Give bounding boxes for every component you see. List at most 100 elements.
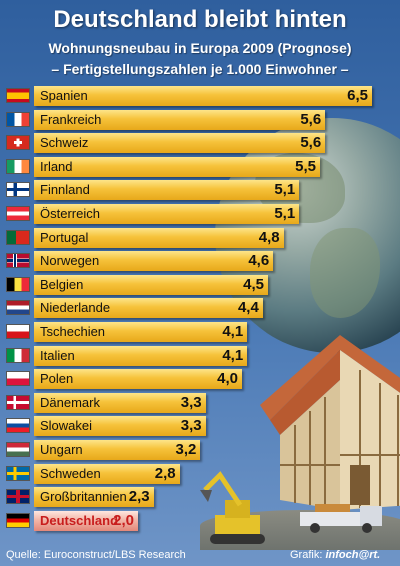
- flag-hungary-icon: [6, 442, 30, 457]
- bar-row: Belgien 4,5: [6, 274, 366, 295]
- value-label: 4,0: [217, 370, 238, 388]
- flag-norway-icon: [6, 253, 30, 269]
- flag-austria-icon: [6, 206, 30, 221]
- bar: [34, 274, 268, 295]
- bar: [34, 180, 300, 201]
- bar-row: Schweiz 5,6: [6, 133, 366, 154]
- bar: [34, 86, 372, 106]
- category-label: Großbritannien: [40, 489, 127, 505]
- category-label: Slowakei: [40, 418, 93, 434]
- value-label: 3,2: [175, 441, 197, 458]
- bar: [34, 440, 201, 460]
- value-label: 3,3: [180, 393, 202, 411]
- bar: [34, 204, 300, 224]
- bar-row: Dänemark 3,3: [6, 392, 366, 413]
- bar: [34, 392, 206, 413]
- chart-unit-subtitle: – Fertigstellungszahlen je 1.000 Einwohn…: [51, 61, 349, 77]
- value-label: 2,8: [154, 464, 176, 482]
- bar: [34, 510, 138, 531]
- bar: [34, 156, 320, 177]
- value-label: 2,3: [128, 488, 150, 506]
- bar-row: Frankreich 5,6: [6, 109, 366, 130]
- category-label: Finnland: [40, 182, 90, 198]
- value-label: 4,6: [248, 252, 270, 270]
- flag-denmark-icon: [6, 394, 30, 410]
- bar-row: Österreich 5,1: [6, 204, 366, 224]
- bar: [34, 227, 284, 248]
- value-label: 4,5: [243, 275, 264, 293]
- value-label: 5,1: [274, 205, 296, 222]
- bar: [34, 109, 326, 130]
- flag-spain-icon: [6, 88, 30, 103]
- flag-finland-icon: [6, 182, 30, 198]
- bar-row: Polen 4,0: [6, 369, 366, 390]
- category-label: Polen: [40, 371, 74, 387]
- value-label: 4,1: [222, 323, 244, 340]
- value-label: 4,8: [258, 228, 280, 246]
- chart-subtitle: Wohnungsneubau in Europa 2009 (Prognose): [48, 40, 352, 56]
- flag-uk-icon: [6, 489, 30, 505]
- category-label: Irland: [40, 158, 73, 174]
- flag-ireland-icon: [6, 158, 30, 174]
- bar-row: Irland 5,5: [6, 156, 366, 177]
- category-label: Portugal: [40, 229, 89, 245]
- bar: [34, 298, 263, 319]
- category-label: Schweiz: [40, 135, 89, 151]
- house-construction-illustration: [260, 335, 400, 510]
- excavator-illustration: [200, 471, 265, 544]
- value-label: 5,6: [300, 134, 322, 152]
- credit-label: Grafik:: [290, 549, 323, 561]
- category-label: Österreich: [40, 206, 100, 221]
- value-label: 6,5: [347, 87, 368, 104]
- category-label: Niederlande: [40, 300, 111, 316]
- flag-poland-icon: [6, 371, 30, 387]
- flag-germany-icon: [6, 512, 30, 528]
- bar-row: Tschechien 4,1: [6, 322, 366, 342]
- category-label: Italien: [40, 347, 75, 363]
- flag-italy-icon: [6, 347, 30, 363]
- bar: [34, 251, 274, 272]
- category-label: Tschechien: [40, 324, 106, 339]
- category-label: Dänemark: [40, 394, 100, 410]
- bar-row: Slowakei 3,3: [6, 416, 366, 437]
- bar-row: Italien 4,1: [6, 345, 366, 366]
- bar-row: Deutschland 2,0: [6, 510, 366, 531]
- graphic-credit: Grafik: infoch@rt.: [290, 549, 380, 561]
- source-note: Quelle: Euroconstruct/LBS Research: [6, 549, 186, 561]
- value-label: 5,6: [300, 110, 322, 128]
- flag-sweden-icon: [6, 465, 30, 481]
- category-label: Deutschland: [40, 512, 119, 528]
- bar-row: Großbritannien 2,3: [6, 487, 366, 508]
- bar: [34, 322, 248, 342]
- flag-czech-icon: [6, 324, 30, 339]
- value-label: 5,5: [295, 157, 316, 175]
- bar-row: Ungarn 3,2: [6, 440, 366, 460]
- bar-row: Niederlande 4,4: [6, 298, 366, 319]
- bar: [34, 416, 206, 437]
- truck-illustration: [300, 504, 382, 533]
- flag-belgium-icon: [6, 276, 30, 292]
- category-label: Belgien: [40, 276, 84, 292]
- value-label: 2,0: [113, 511, 134, 529]
- bar: [34, 345, 248, 366]
- bar-row: Schweden 2,8: [6, 463, 366, 484]
- flag-france-icon: [6, 111, 30, 127]
- value-label: 4,1: [222, 346, 244, 364]
- value-label: 3,3: [180, 417, 202, 435]
- flag-switzerland-icon: [6, 135, 30, 151]
- value-label: 5,1: [274, 181, 296, 199]
- category-label: Frankreich: [40, 111, 102, 127]
- category-label: Ungarn: [40, 442, 83, 457]
- category-label: Schweden: [40, 465, 101, 481]
- bar-row: Spanien 6,5: [6, 86, 372, 106]
- category-label: Spanien: [40, 88, 88, 103]
- bar-row: Finnland 5,1: [6, 180, 366, 201]
- bar: [34, 133, 326, 154]
- bar: [34, 487, 154, 508]
- credit-brand: infoch@rt.: [325, 549, 381, 561]
- chart-title: Deutschland bleibt hinten: [53, 6, 347, 33]
- value-label: 4,4: [237, 299, 259, 317]
- bar: [34, 463, 180, 484]
